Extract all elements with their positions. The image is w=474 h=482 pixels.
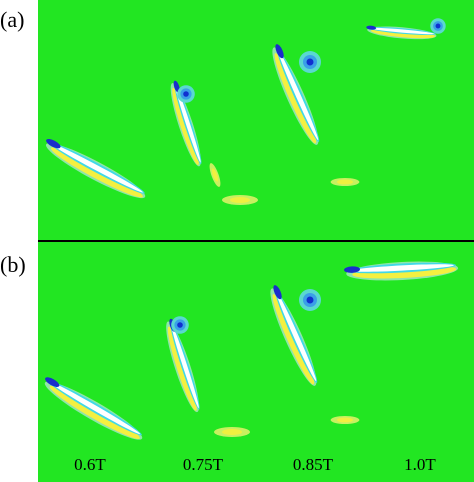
panel-label: (b): [0, 252, 26, 277]
time-label: 1.0T: [404, 455, 436, 474]
time-label: 0.85T: [293, 455, 334, 474]
time-label: 0.6T: [74, 455, 106, 474]
panel-b-background: [38, 242, 474, 482]
time-label: 0.75T: [183, 455, 224, 474]
panel-label: (a): [0, 7, 24, 32]
